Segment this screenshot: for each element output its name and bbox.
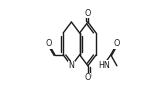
Text: O: O (85, 9, 91, 18)
Text: O: O (45, 39, 52, 48)
Text: O: O (85, 73, 91, 82)
Text: N: N (68, 61, 74, 70)
Text: HN: HN (98, 61, 109, 69)
Text: O: O (114, 39, 120, 48)
